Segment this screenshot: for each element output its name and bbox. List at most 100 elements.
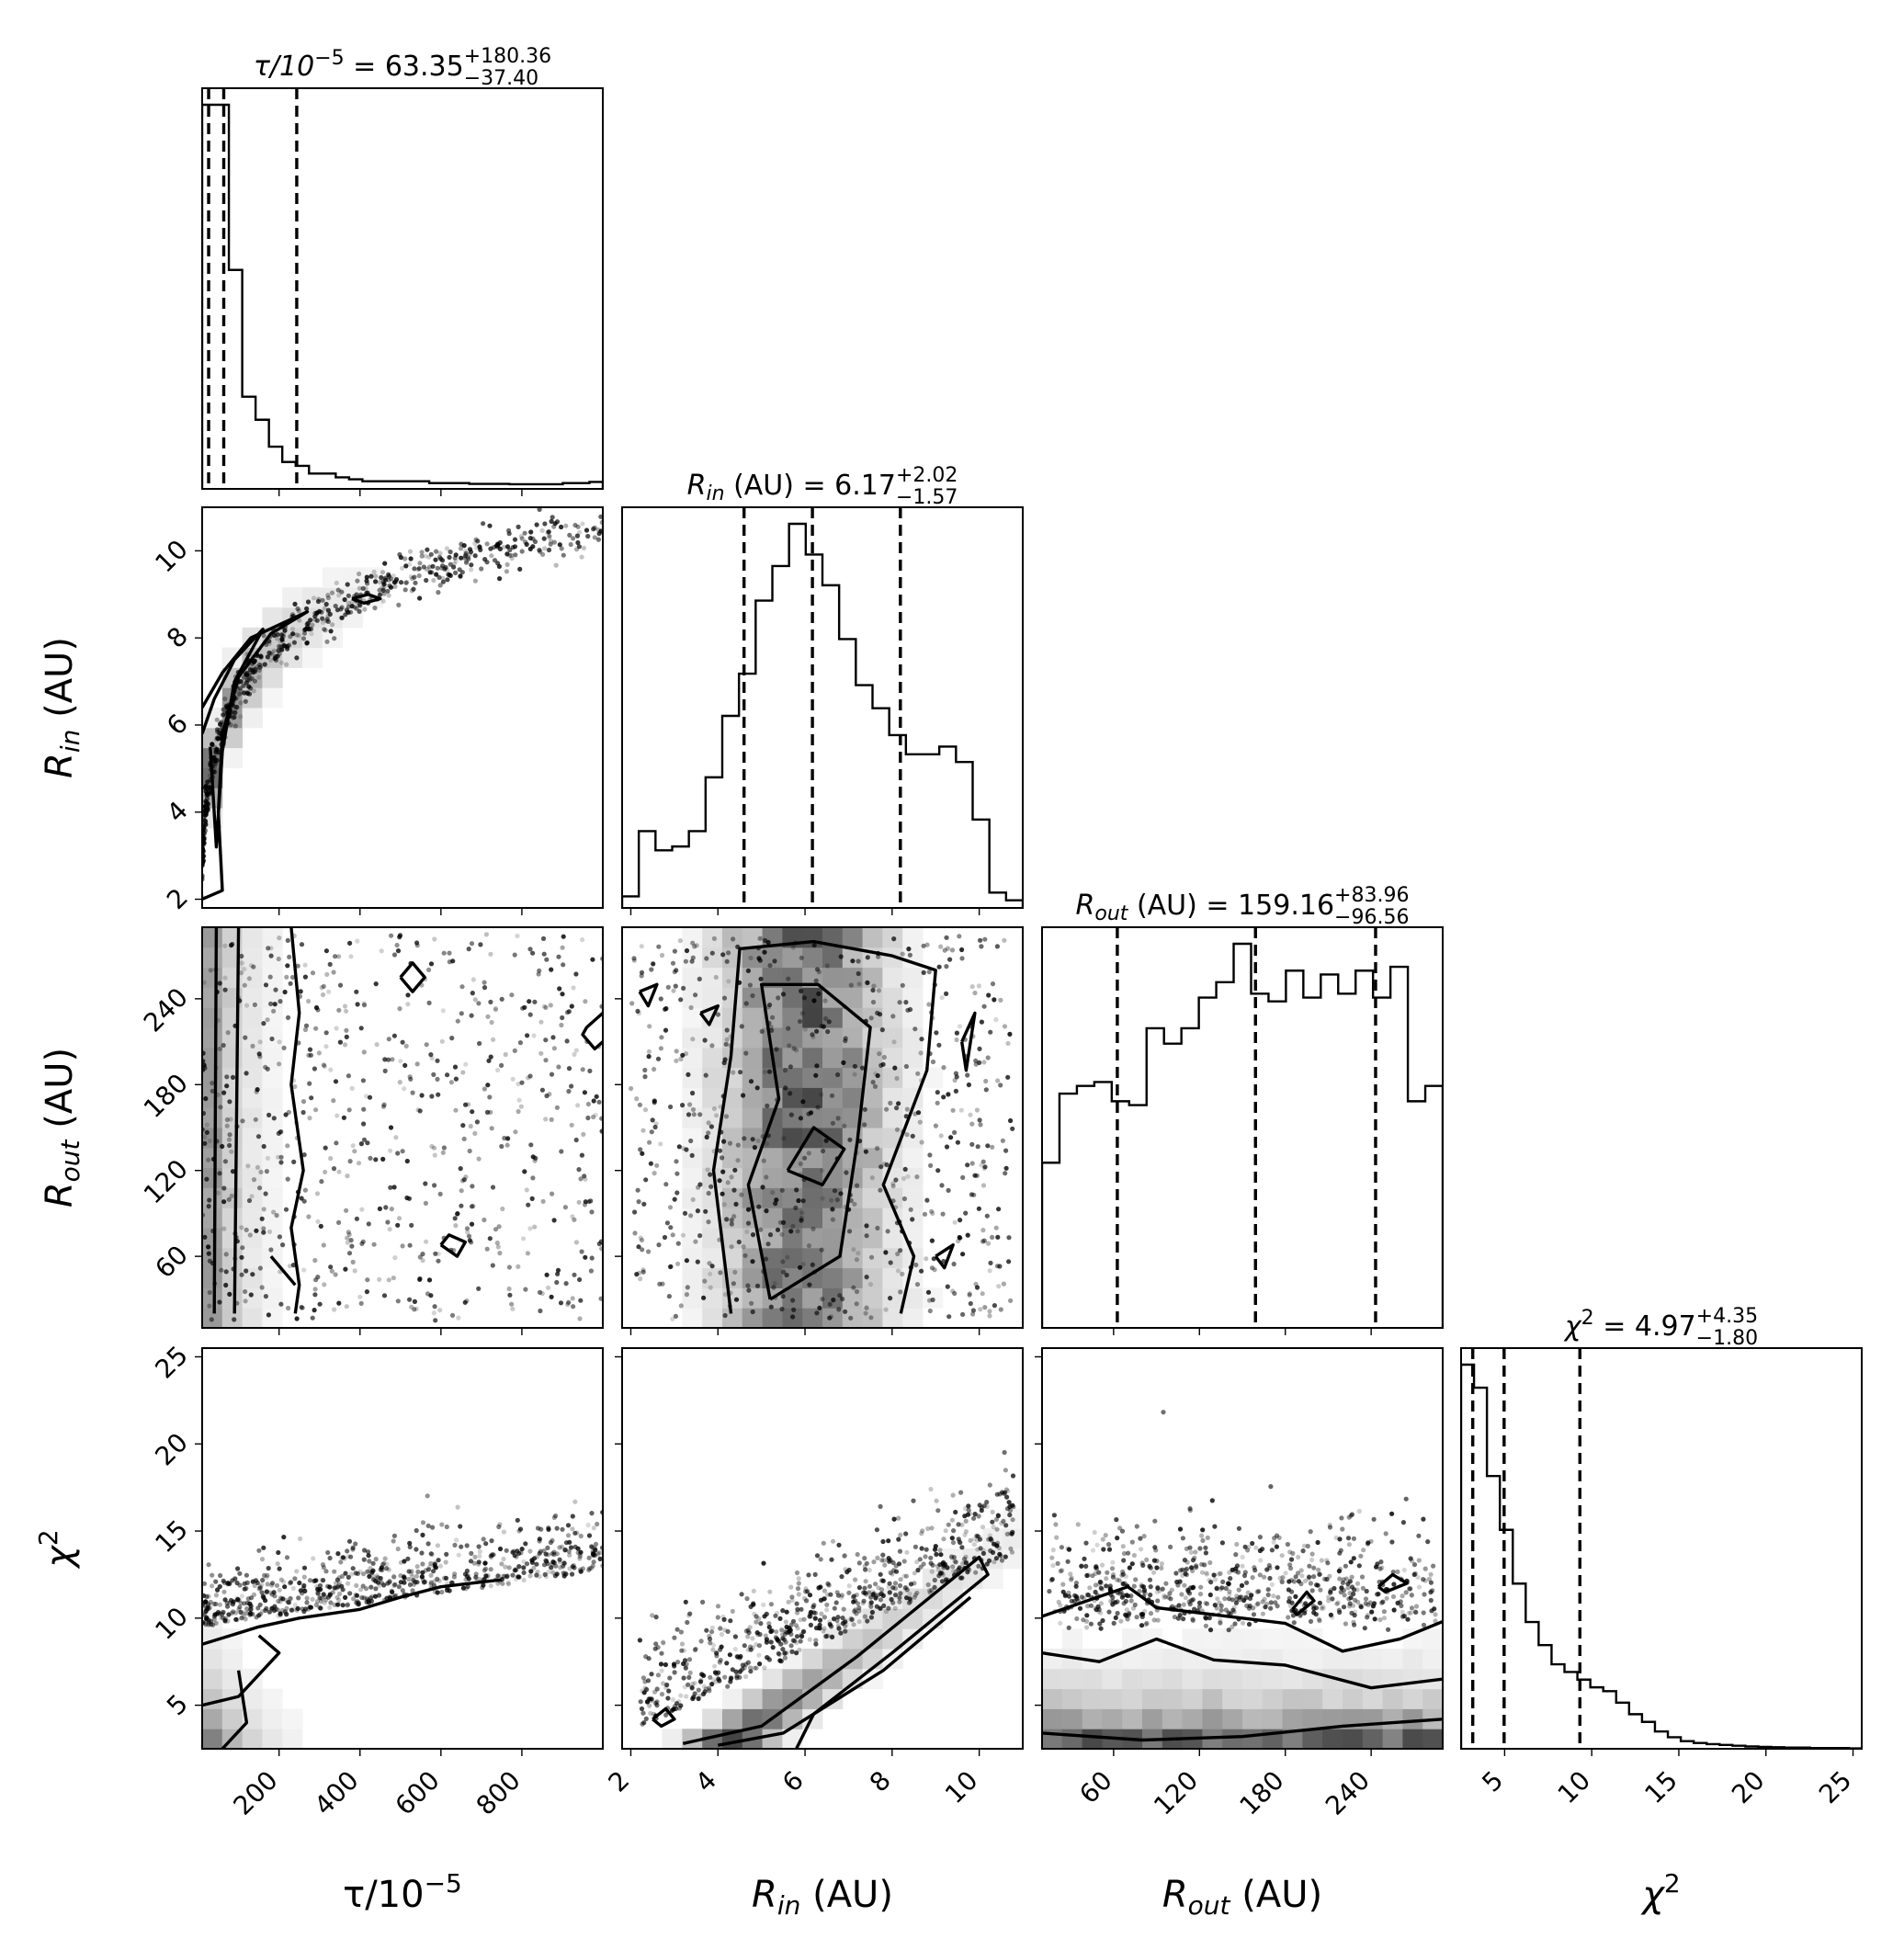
- sample-point: [902, 1166, 908, 1172]
- sample-point: [543, 1558, 549, 1563]
- sample-point: [292, 1083, 298, 1090]
- sample-point: [376, 1581, 381, 1586]
- sample-point: [1093, 1565, 1099, 1570]
- sample-point: [334, 607, 340, 613]
- sample-point: [419, 553, 425, 559]
- sample-point: [409, 1569, 414, 1574]
- sample-point: [521, 1559, 527, 1564]
- sample-point: [1053, 1522, 1059, 1527]
- sample-point: [891, 936, 897, 942]
- sample-point: [880, 1552, 886, 1558]
- sample-point: [381, 582, 387, 587]
- sample-point: [634, 1272, 640, 1277]
- sample-point: [935, 1100, 940, 1106]
- sample-point: [319, 1578, 324, 1583]
- sample-point: [300, 1585, 306, 1592]
- sample-point: [561, 1560, 568, 1567]
- sample-point: [672, 970, 677, 975]
- sample-point: [460, 1123, 466, 1128]
- sample-point: [574, 533, 581, 539]
- sample-point: [1077, 1605, 1083, 1611]
- sample-point: [693, 1646, 698, 1651]
- density-cell: [722, 1128, 743, 1149]
- sample-point: [766, 1069, 773, 1074]
- sample-point: [652, 1100, 657, 1106]
- sample-point: [653, 1641, 659, 1647]
- sample-point: [504, 561, 510, 568]
- sample-point: [851, 1247, 856, 1253]
- sample-point: [690, 1196, 696, 1202]
- sample-point: [469, 941, 475, 947]
- sample-point: [937, 1548, 943, 1553]
- sample-point: [323, 628, 328, 633]
- sample-point: [519, 1547, 525, 1552]
- sample-point: [404, 1195, 410, 1201]
- sample-point: [591, 1114, 596, 1120]
- sample-point: [242, 1581, 247, 1586]
- sample-point: [640, 1710, 646, 1716]
- density-cell: [1102, 1668, 1123, 1690]
- sample-point: [959, 947, 965, 953]
- sample-point: [952, 1129, 958, 1135]
- sample-point: [452, 561, 458, 566]
- sample-point: [1139, 1582, 1144, 1587]
- sample-point: [205, 1593, 210, 1599]
- sample-point: [348, 1554, 354, 1559]
- density-cell: [802, 1287, 823, 1309]
- sample-point: [1148, 1565, 1153, 1570]
- sample-point: [770, 1645, 776, 1650]
- sample-point: [466, 556, 471, 561]
- sample-point: [868, 1604, 874, 1609]
- panel-frame: [1460, 1347, 1863, 1750]
- sample-point: [647, 1024, 652, 1029]
- density-cell: [802, 947, 823, 969]
- sample-point: [477, 1548, 482, 1554]
- contour-line: [439, 1233, 467, 1258]
- sample-point: [290, 1263, 296, 1268]
- sample-point: [950, 1564, 956, 1570]
- sample-point: [1345, 1536, 1352, 1541]
- sample-point: [768, 1304, 774, 1310]
- sample-point: [656, 1242, 662, 1248]
- sample-point: [269, 1036, 275, 1042]
- sample-point: [318, 1605, 323, 1611]
- sample-point: [217, 1046, 222, 1051]
- density-cell: [822, 1027, 844, 1049]
- sample-point: [666, 1294, 673, 1299]
- sample-point: [348, 1571, 354, 1577]
- sample-point: [1111, 1620, 1116, 1626]
- sample-point: [1372, 1616, 1377, 1622]
- sample-point: [432, 1152, 437, 1158]
- sample-point: [393, 1135, 399, 1140]
- sample-point: [431, 1310, 436, 1316]
- sample-point: [863, 1310, 868, 1316]
- sample-point: [1060, 1589, 1066, 1594]
- sample-point: [958, 1490, 964, 1495]
- sample-point: [1119, 1594, 1125, 1600]
- sample-point: [1351, 1591, 1356, 1597]
- sample-point: [493, 1006, 499, 1012]
- sample-point: [550, 1191, 555, 1196]
- sample-point: [886, 1605, 891, 1611]
- sample-point: [686, 1682, 691, 1687]
- sample-point: [492, 558, 498, 563]
- sample-point: [1433, 1618, 1438, 1624]
- sample-point: [827, 1315, 833, 1321]
- sample-point: [414, 1547, 419, 1552]
- sample-point: [779, 1187, 785, 1193]
- sample-point: [674, 1171, 680, 1176]
- sample-point: [1308, 1618, 1314, 1624]
- sample-point: [856, 1560, 862, 1566]
- sample-point: [890, 1559, 896, 1566]
- panel-title: τ/10−5 = 63.35+180.36: [254, 45, 551, 83]
- sample-point: [392, 1255, 398, 1261]
- sample-point: [285, 1143, 290, 1149]
- sample-point: [764, 1655, 770, 1661]
- sample-point: [1120, 1544, 1126, 1549]
- y-axis-label-rout: Rout (AU): [39, 1048, 85, 1208]
- sample-point: [764, 1174, 769, 1180]
- sample-point: [978, 1546, 983, 1551]
- sample-point: [649, 1129, 654, 1135]
- density-cell: [722, 1147, 743, 1169]
- sample-point: [871, 1559, 877, 1565]
